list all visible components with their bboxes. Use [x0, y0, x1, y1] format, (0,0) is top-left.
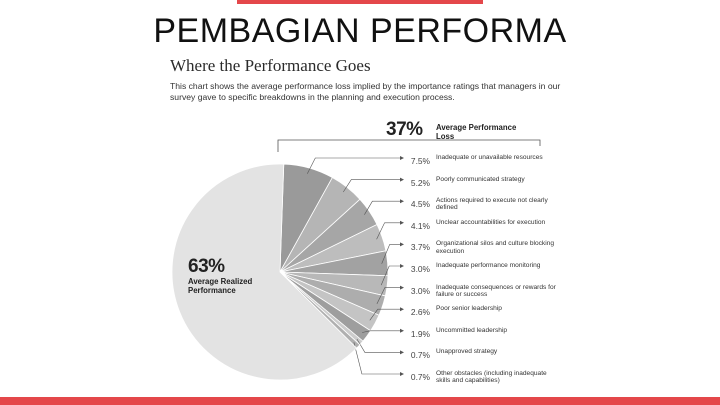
- leader-arrow-10: [400, 350, 404, 355]
- slice-value-2: 5.2%: [410, 177, 430, 188]
- leader-line-8: [369, 308, 400, 321]
- leader-line-6: [380, 265, 400, 286]
- pie-slice-realized: [171, 163, 358, 381]
- slice-value-9: 1.9%: [410, 328, 430, 339]
- leader-arrow-9: [400, 328, 404, 333]
- leader-arrow-1: [400, 156, 404, 160]
- loss-total-value: 37%: [386, 119, 423, 140]
- realized-callout: 63% Average Realized Performance: [188, 256, 260, 295]
- slice-label-7: Inadequate consequences or rewards for f…: [436, 283, 556, 298]
- loss-total-label: Average Performance Loss: [436, 123, 517, 141]
- figure-subtitle: This chart shows the average performance…: [170, 81, 561, 102]
- slice-label-10: Unapproved strategy: [436, 348, 498, 356]
- leader-line-7: [376, 287, 400, 305]
- slide-title: PEMBAGIAN PERFORMA: [153, 12, 567, 50]
- slice-value-3: 4.5%: [410, 199, 430, 210]
- slice-value-6: 3.0%: [410, 264, 430, 274]
- leader-line-2: [343, 179, 400, 193]
- slice-value-1: 7.5%: [410, 156, 430, 166]
- slice-label-9: Uncommitted leadership: [436, 326, 508, 334]
- slice-label-4: Unclear accountabilities for execution: [436, 218, 546, 226]
- leader-arrow-3: [400, 199, 404, 204]
- leader-line-1: [307, 157, 400, 174]
- leader-line-10: [356, 338, 400, 353]
- leader-arrow-2: [400, 177, 404, 182]
- leader-arrow-5: [400, 242, 404, 247]
- slice-value-8: 2.6%: [410, 307, 430, 318]
- slice-label-1: Inadequate or unavailable resources: [436, 154, 543, 161]
- leader-line-11: [353, 342, 400, 375]
- realized-label: Average Realized Performance: [188, 277, 253, 295]
- slice-label-11: Other obstacles (including inadequate sk…: [436, 370, 547, 385]
- slice-label-2: Poorly communicated strategy: [436, 175, 525, 183]
- top-accent-bar: [237, 0, 483, 4]
- slice-value-11: 0.7%: [410, 372, 430, 382]
- leader-line-5: [381, 244, 400, 264]
- loss-bracket: [277, 139, 541, 152]
- slice-value-5: 3.7%: [410, 242, 430, 253]
- slice-label-3: Actions required to execute not clearly …: [436, 197, 548, 212]
- realized-value: 63%: [188, 256, 225, 277]
- slice-label-8: Poor senior leadership: [436, 305, 502, 313]
- leader-line-4: [376, 222, 400, 240]
- slice-value-4: 4.1%: [410, 220, 430, 231]
- slice-value-10: 0.7%: [410, 350, 430, 361]
- slice-label-5: Organizational silos and culture blockin…: [436, 240, 555, 255]
- leader-line-9: [362, 330, 400, 333]
- slice-label-6: Inadequate performance monitoring: [436, 262, 541, 269]
- leader-arrow-4: [400, 220, 404, 225]
- figure-title: Where the Performance Goes: [170, 56, 371, 75]
- leader-arrow-8: [400, 307, 404, 312]
- loss-total-callout: 37%: [386, 119, 423, 141]
- leader-arrow-6: [400, 264, 404, 268]
- leader-arrow-7: [400, 285, 404, 290]
- slice-value-7: 3.0%: [410, 285, 430, 296]
- bottom-accent-bar: [0, 397, 720, 405]
- leader-arrow-11: [400, 372, 404, 376]
- leader-line-3: [364, 200, 400, 215]
